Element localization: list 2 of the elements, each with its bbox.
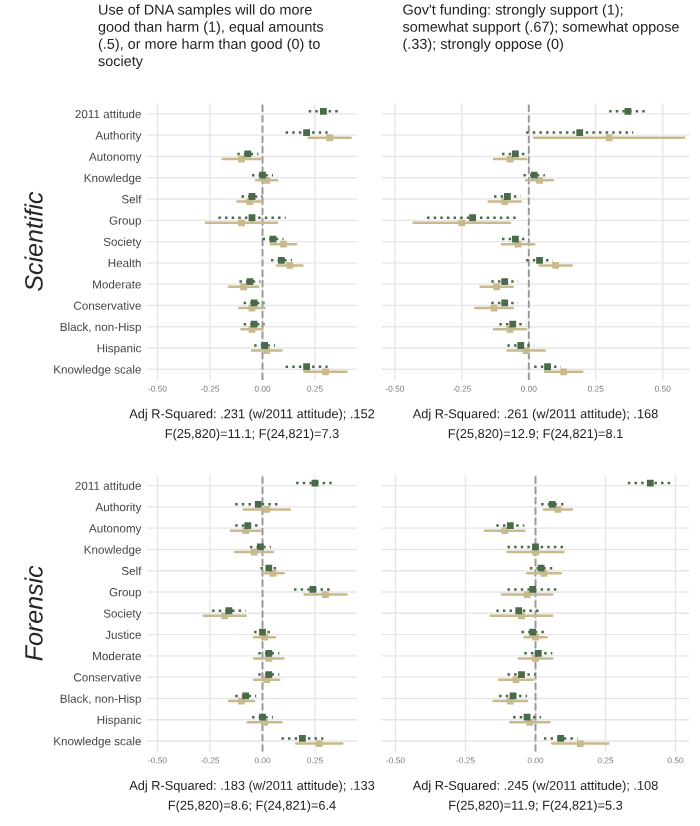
y-axis-title: Forensic xyxy=(24,565,43,661)
y-axis-title: Scientific xyxy=(24,191,43,291)
